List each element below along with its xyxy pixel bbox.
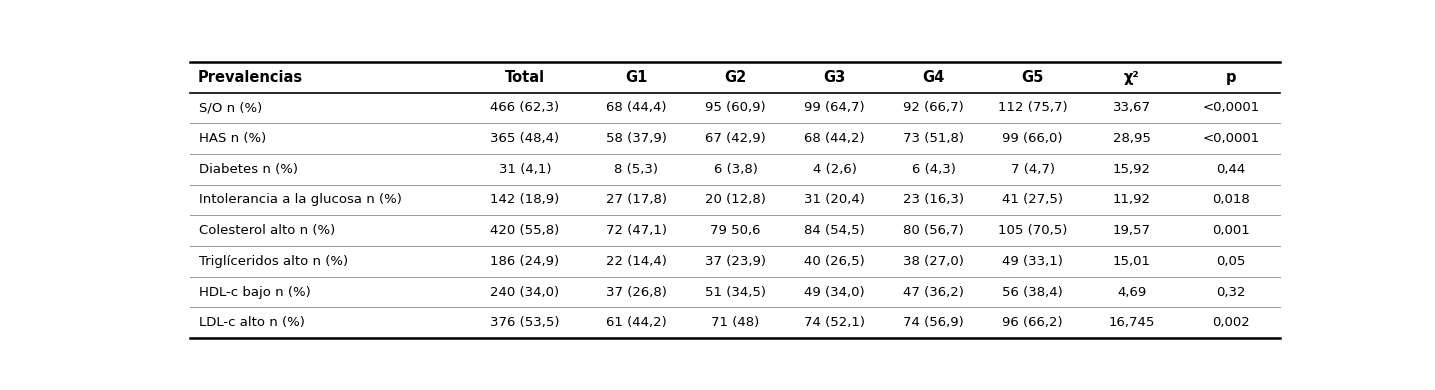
Text: 7 (4,7): 7 (4,7) (1010, 163, 1055, 176)
Text: Prevalencias: Prevalencias (197, 70, 303, 85)
Text: 0,002: 0,002 (1213, 316, 1250, 329)
Text: Triglíceridos alto n (%): Triglíceridos alto n (%) (199, 255, 349, 268)
Text: 0,05: 0,05 (1215, 255, 1246, 268)
Text: 22 (14,4): 22 (14,4) (606, 255, 667, 268)
Text: 47 (36,2): 47 (36,2) (903, 285, 964, 299)
Text: 6 (4,3): 6 (4,3) (911, 163, 956, 176)
Text: 0,001: 0,001 (1213, 224, 1250, 237)
Text: 80 (56,7): 80 (56,7) (903, 224, 964, 237)
Text: LDL-c alto n (%): LDL-c alto n (%) (199, 316, 306, 329)
Text: 19,57: 19,57 (1112, 224, 1151, 237)
Text: 4 (2,6): 4 (2,6) (812, 163, 857, 176)
Text: 67 (42,9): 67 (42,9) (705, 132, 766, 145)
Text: G3: G3 (824, 70, 845, 85)
Text: 8 (5,3): 8 (5,3) (614, 163, 659, 176)
Text: G2: G2 (725, 70, 746, 85)
Text: 92 (66,7): 92 (66,7) (903, 101, 964, 114)
Text: 0,018: 0,018 (1213, 193, 1250, 206)
Text: 4,69: 4,69 (1116, 285, 1147, 299)
Text: 41 (27,5): 41 (27,5) (1002, 193, 1063, 206)
Text: Colesterol alto n (%): Colesterol alto n (%) (199, 224, 336, 237)
Text: 71 (48): 71 (48) (712, 316, 759, 329)
Text: 142 (18,9): 142 (18,9) (491, 193, 560, 206)
Text: 23 (16,3): 23 (16,3) (903, 193, 964, 206)
Text: 37 (23,9): 37 (23,9) (705, 255, 766, 268)
Text: 49 (34,0): 49 (34,0) (804, 285, 865, 299)
Text: 15,01: 15,01 (1112, 255, 1151, 268)
Text: 37 (26,8): 37 (26,8) (606, 285, 667, 299)
Text: 99 (64,7): 99 (64,7) (804, 101, 865, 114)
Text: G4: G4 (923, 70, 944, 85)
Text: 84 (54,5): 84 (54,5) (804, 224, 865, 237)
Text: 0,44: 0,44 (1217, 163, 1246, 176)
Text: HDL-c bajo n (%): HDL-c bajo n (%) (199, 285, 311, 299)
Text: 73 (51,8): 73 (51,8) (903, 132, 964, 145)
Text: 31 (4,1): 31 (4,1) (498, 163, 551, 176)
Text: 20 (12,8): 20 (12,8) (705, 193, 766, 206)
Text: 0,32: 0,32 (1215, 285, 1246, 299)
Text: 15,92: 15,92 (1112, 163, 1151, 176)
Text: χ²: χ² (1124, 70, 1139, 85)
Text: <0,0001: <0,0001 (1203, 101, 1260, 114)
Text: p: p (1225, 70, 1236, 85)
Text: 68 (44,2): 68 (44,2) (804, 132, 865, 145)
Text: 51 (34,5): 51 (34,5) (705, 285, 766, 299)
Text: 49 (33,1): 49 (33,1) (1002, 255, 1063, 268)
Text: 72 (47,1): 72 (47,1) (606, 224, 667, 237)
Text: 16,745: 16,745 (1109, 316, 1155, 329)
Text: 6 (3,8): 6 (3,8) (713, 163, 758, 176)
Text: 33,67: 33,67 (1112, 101, 1151, 114)
Text: 61 (44,2): 61 (44,2) (606, 316, 667, 329)
Text: 74 (52,1): 74 (52,1) (804, 316, 865, 329)
Text: G5: G5 (1022, 70, 1043, 85)
Text: 466 (62,3): 466 (62,3) (491, 101, 560, 114)
Text: 28,95: 28,95 (1112, 132, 1151, 145)
Text: S/O n (%): S/O n (%) (199, 101, 263, 114)
Text: 365 (48,4): 365 (48,4) (491, 132, 560, 145)
Text: 79 50,6: 79 50,6 (710, 224, 761, 237)
Text: 11,92: 11,92 (1112, 193, 1151, 206)
Text: <0,0001: <0,0001 (1203, 132, 1260, 145)
Text: 95 (60,9): 95 (60,9) (705, 101, 766, 114)
Text: 96 (66,2): 96 (66,2) (1003, 316, 1063, 329)
Text: HAS n (%): HAS n (%) (199, 132, 267, 145)
Text: 420 (55,8): 420 (55,8) (491, 224, 560, 237)
Text: 56 (38,4): 56 (38,4) (1002, 285, 1063, 299)
Text: 40 (26,5): 40 (26,5) (804, 255, 865, 268)
Text: G1: G1 (626, 70, 647, 85)
Text: 58 (37,9): 58 (37,9) (606, 132, 667, 145)
Text: 105 (70,5): 105 (70,5) (997, 224, 1068, 237)
Text: 112 (75,7): 112 (75,7) (997, 101, 1068, 114)
Text: 99 (66,0): 99 (66,0) (1003, 132, 1063, 145)
Text: Diabetes n (%): Diabetes n (%) (199, 163, 298, 176)
Text: 240 (34,0): 240 (34,0) (491, 285, 560, 299)
Text: 186 (24,9): 186 (24,9) (491, 255, 560, 268)
Text: 74 (56,9): 74 (56,9) (903, 316, 964, 329)
Text: Total: Total (505, 70, 545, 85)
Text: 38 (27,0): 38 (27,0) (903, 255, 964, 268)
Text: 31 (20,4): 31 (20,4) (804, 193, 865, 206)
Text: 68 (44,4): 68 (44,4) (606, 101, 667, 114)
Text: 27 (17,8): 27 (17,8) (606, 193, 667, 206)
Text: Intolerancia a la glucosa n (%): Intolerancia a la glucosa n (%) (199, 193, 402, 206)
Text: 376 (53,5): 376 (53,5) (491, 316, 560, 329)
